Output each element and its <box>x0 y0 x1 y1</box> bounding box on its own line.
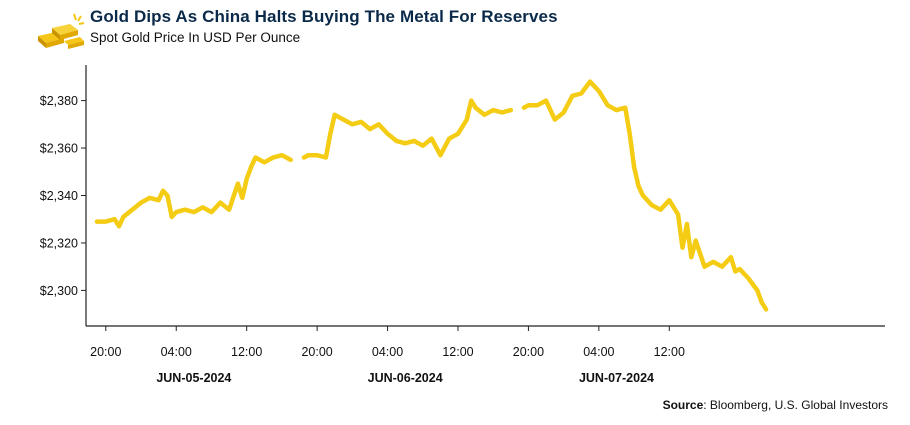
x-tick-label: 04:00 <box>161 345 192 359</box>
source-text: : Bloomberg, U.S. Global Investors <box>703 398 888 412</box>
date-label: JUN-06-2024 <box>368 371 443 385</box>
x-tick-label: 04:00 <box>372 345 403 359</box>
price-line-segment <box>94 152 293 229</box>
x-tick-label: 20:00 <box>90 345 121 359</box>
y-tick-label: $2,360 <box>40 142 78 156</box>
price-line-segment <box>521 79 769 312</box>
x-axis-labels: 20:00 04:00 12:00 20:00 04:00 12:00 20:00 04:00… <box>90 345 685 385</box>
y-tick-label: $2,340 <box>40 189 78 203</box>
x-tick-label: 20:00 <box>301 345 332 359</box>
y-tick-label: $2,300 <box>40 284 78 298</box>
x-tick-label: 12:00 <box>654 345 685 359</box>
y-tick-label: $2,320 <box>40 236 78 250</box>
gold-price-series <box>94 79 769 312</box>
source-note: Source: Bloomberg, U.S. Global Investors <box>663 398 888 412</box>
y-axis-labels: $2,300 $2,320 $2,340 $2,360 $2,380 <box>40 94 78 298</box>
gold-bars-icon <box>38 13 85 49</box>
source-label: Source <box>662 398 704 412</box>
chart-title: Gold Dips As China Halts Buying The Meta… <box>90 7 558 26</box>
chart-axes <box>81 65 885 331</box>
chart-subtitle: Spot Gold Price In USD Per Ounce <box>90 30 301 45</box>
x-tick-label: 12:00 <box>442 345 473 359</box>
y-tick-label: $2,380 <box>40 94 78 108</box>
x-tick-label: 20:00 <box>513 345 544 359</box>
date-label: JUN-05-2024 <box>156 371 231 385</box>
x-tick-label: 04:00 <box>583 345 614 359</box>
x-tick-label: 12:00 <box>231 345 262 359</box>
date-label: JUN-07-2024 <box>579 371 654 385</box>
price-line-segment <box>301 98 514 160</box>
